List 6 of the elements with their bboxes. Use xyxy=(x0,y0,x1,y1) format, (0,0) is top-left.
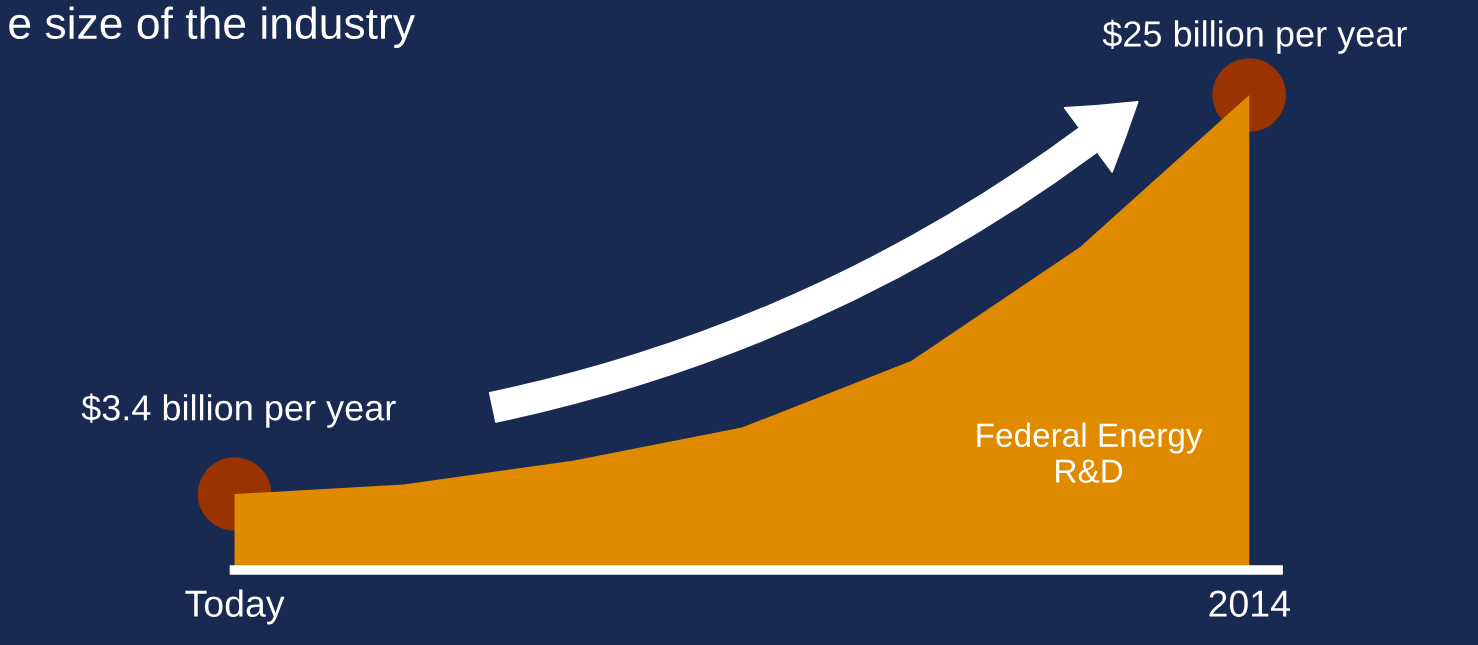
x-tick-label: Today xyxy=(185,589,285,625)
annotation: $25 billion per year xyxy=(1102,19,1407,54)
series-label: Federal Energy R&D xyxy=(977,422,1203,483)
x-tick-label: 2014 xyxy=(1209,590,1290,617)
chart-title: e size of the industry xyxy=(9,6,415,48)
annotation: $3.4 billion per year xyxy=(81,393,396,428)
